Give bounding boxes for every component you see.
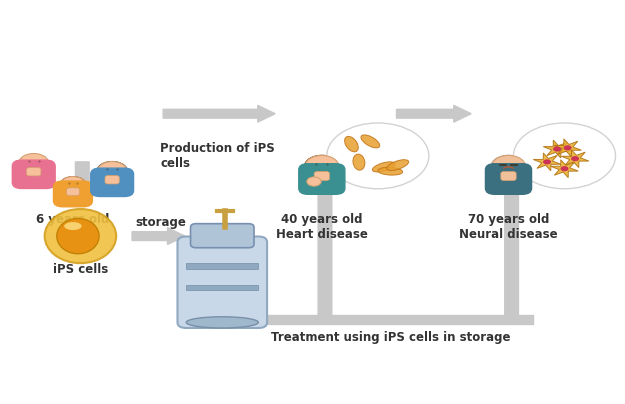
Polygon shape — [186, 285, 258, 290]
Ellipse shape — [387, 160, 409, 170]
FancyBboxPatch shape — [91, 168, 134, 196]
Polygon shape — [253, 315, 533, 324]
Circle shape — [514, 123, 616, 189]
FancyBboxPatch shape — [191, 224, 254, 248]
Circle shape — [19, 154, 49, 173]
Wedge shape — [59, 176, 86, 185]
Polygon shape — [554, 139, 581, 157]
Circle shape — [553, 147, 561, 152]
FancyBboxPatch shape — [105, 175, 119, 184]
Ellipse shape — [353, 154, 365, 170]
Circle shape — [327, 123, 429, 189]
Polygon shape — [561, 150, 589, 168]
Polygon shape — [69, 162, 95, 202]
Text: storage: storage — [135, 216, 186, 229]
Wedge shape — [491, 155, 526, 166]
Ellipse shape — [186, 317, 258, 328]
Text: Treatment using iPS cells in storage: Treatment using iPS cells in storage — [271, 331, 510, 344]
Polygon shape — [499, 176, 524, 315]
Ellipse shape — [361, 135, 380, 148]
Circle shape — [61, 177, 86, 193]
Polygon shape — [186, 263, 258, 269]
Circle shape — [561, 166, 569, 171]
Ellipse shape — [64, 222, 82, 230]
Ellipse shape — [44, 209, 116, 263]
Circle shape — [543, 159, 551, 164]
Text: 70 years old
Neural disease: 70 years old Neural disease — [459, 213, 558, 241]
Circle shape — [564, 145, 572, 150]
FancyBboxPatch shape — [66, 188, 79, 196]
Wedge shape — [17, 163, 51, 174]
Polygon shape — [312, 176, 338, 315]
Polygon shape — [132, 228, 185, 244]
Text: 40 years old
Heart disease: 40 years old Heart disease — [276, 213, 368, 241]
Polygon shape — [43, 162, 53, 177]
FancyBboxPatch shape — [12, 160, 55, 189]
Text: iPS cells: iPS cells — [52, 263, 108, 276]
FancyBboxPatch shape — [299, 164, 345, 194]
Polygon shape — [551, 160, 578, 178]
Circle shape — [491, 156, 526, 177]
FancyBboxPatch shape — [486, 164, 531, 194]
FancyBboxPatch shape — [314, 172, 329, 181]
Ellipse shape — [344, 137, 358, 152]
Ellipse shape — [372, 162, 395, 172]
Polygon shape — [14, 162, 24, 177]
FancyBboxPatch shape — [27, 168, 41, 176]
Polygon shape — [163, 105, 275, 122]
FancyBboxPatch shape — [177, 236, 267, 328]
Polygon shape — [396, 105, 471, 122]
Ellipse shape — [378, 167, 402, 175]
Polygon shape — [533, 153, 561, 171]
Text: 6 years old: 6 years old — [36, 213, 109, 226]
FancyBboxPatch shape — [54, 181, 92, 207]
Circle shape — [571, 156, 579, 161]
Circle shape — [307, 177, 321, 186]
Circle shape — [97, 162, 127, 181]
Wedge shape — [304, 155, 340, 166]
Polygon shape — [543, 140, 571, 158]
FancyBboxPatch shape — [501, 172, 516, 181]
Text: Production of iPS
cells: Production of iPS cells — [160, 142, 275, 170]
Wedge shape — [96, 161, 128, 171]
Ellipse shape — [57, 219, 99, 254]
Circle shape — [305, 156, 339, 177]
